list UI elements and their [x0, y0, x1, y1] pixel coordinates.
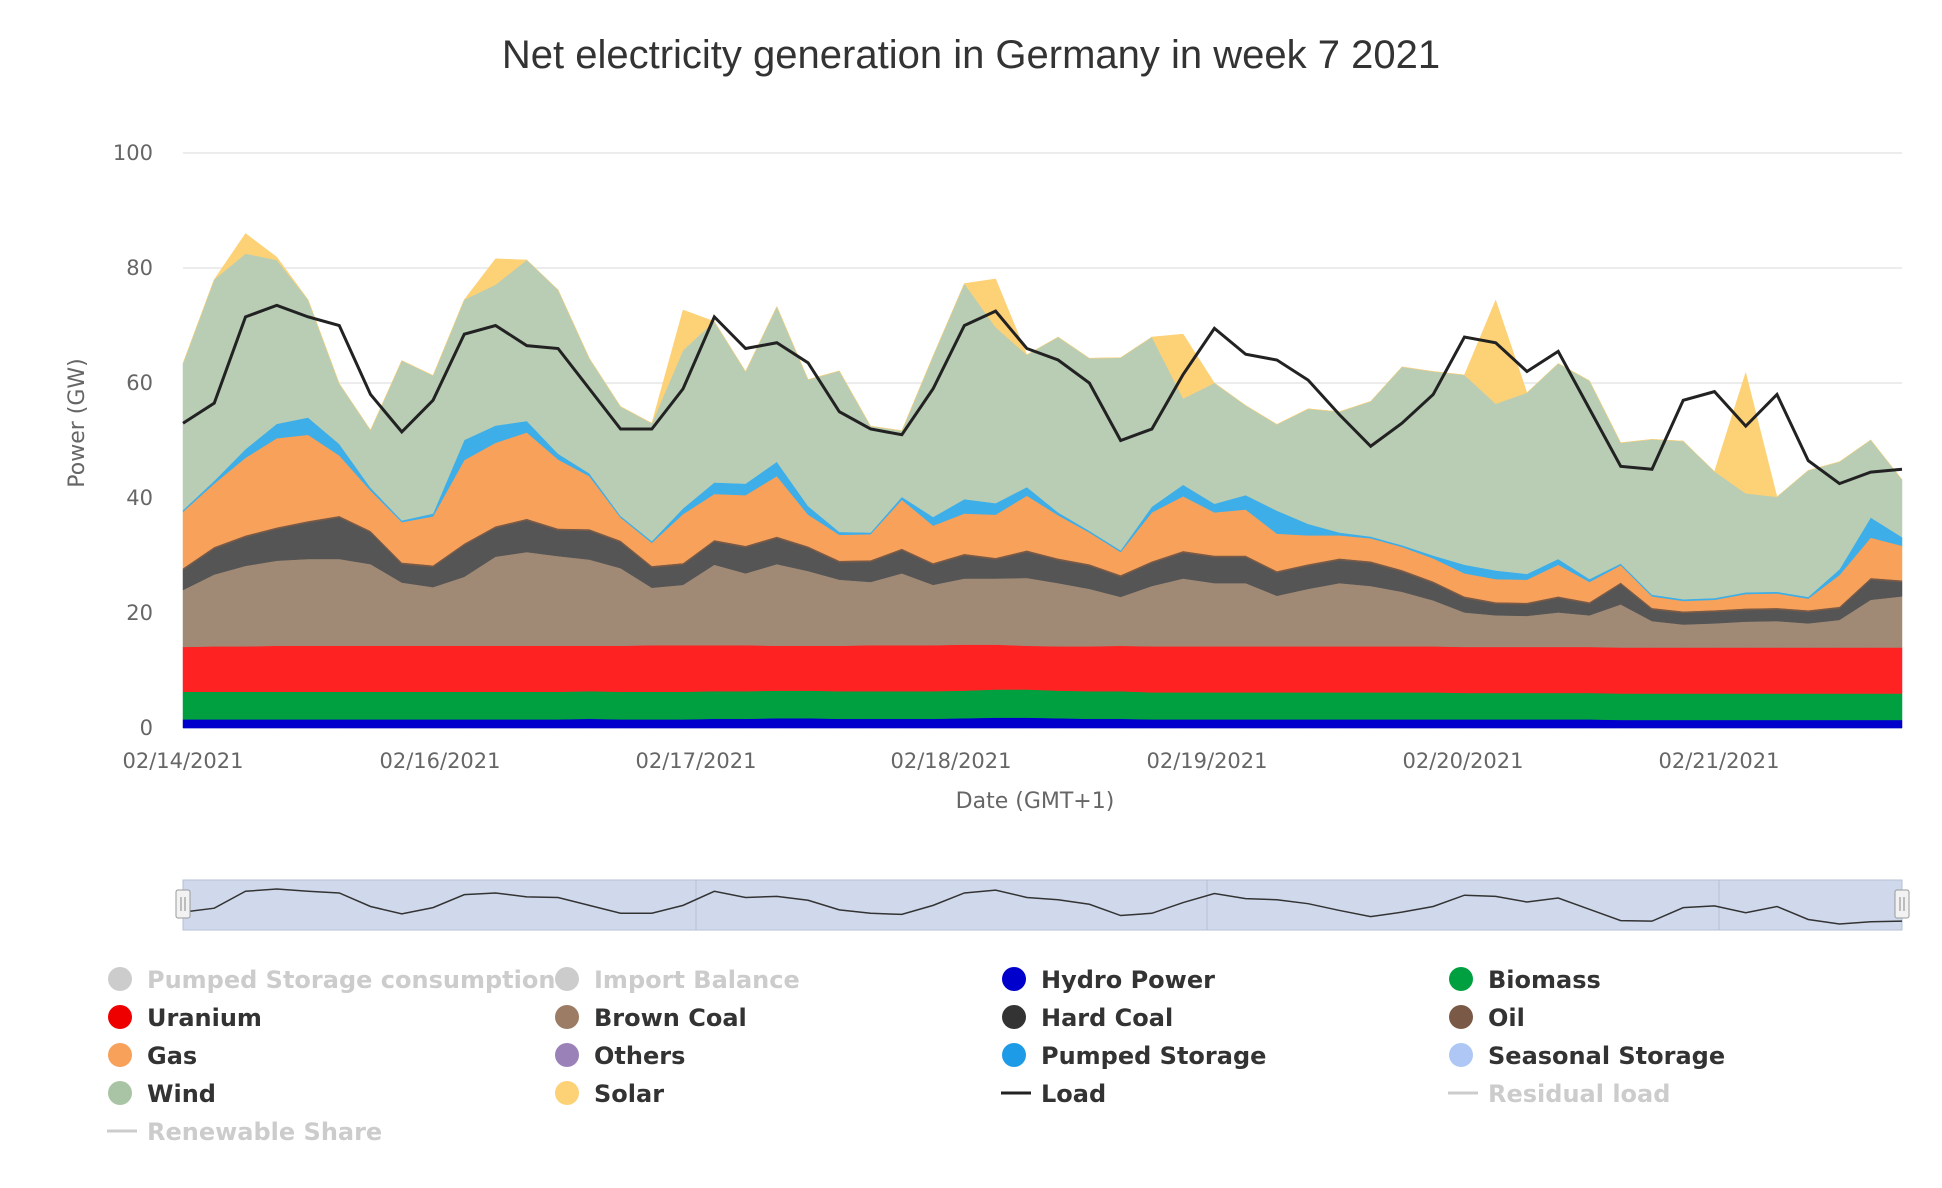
legend-label: Gas — [147, 1042, 197, 1070]
legend-label: Wind — [147, 1080, 216, 1108]
legend-label: Oil — [1488, 1004, 1525, 1032]
legend-item-solar[interactable]: Solar — [555, 1080, 664, 1108]
legend-label: Import Balance — [594, 966, 800, 994]
legend-marker — [108, 1043, 132, 1067]
legend-item-oil[interactable]: Oil — [1449, 1004, 1525, 1032]
legend-item-uranium[interactable]: Uranium — [108, 1004, 262, 1032]
navigator-load-line — [182, 888, 1903, 925]
legend-label: Solar — [594, 1080, 664, 1108]
legend-marker — [108, 1005, 132, 1029]
legend-item-others[interactable]: Others — [555, 1042, 685, 1070]
legend-marker — [1449, 1043, 1473, 1067]
x-axis-ticks: 02/14/2021 02/16/2021 02/17/2021 02/18/2021… — [122, 749, 1779, 773]
legend-item-seasonal-storage[interactable]: Seasonal Storage — [1449, 1042, 1725, 1070]
navigator-handle-right[interactable] — [1894, 889, 1910, 919]
navigator-ticks — [695, 880, 1720, 930]
legend-marker — [555, 967, 579, 991]
y-tick-label: 80 — [126, 256, 153, 280]
legend-item-hydro-power[interactable]: Hydro Power — [1002, 966, 1215, 994]
y-tick-label: 100 — [113, 141, 153, 165]
x-tick-label: 02/21/2021 — [1658, 749, 1779, 773]
legend: Pumped Storage consumption Import Balance… — [107, 966, 1725, 1146]
navigator-handle-left[interactable] — [175, 889, 191, 919]
y-axis-ticks: 0 20 40 60 80 100 — [113, 141, 153, 740]
legend-marker — [1002, 1005, 1026, 1029]
legend-marker — [555, 1043, 579, 1067]
legend-label: Biomass — [1488, 966, 1601, 994]
legend-item-load[interactable]: Load — [1001, 1080, 1106, 1108]
legend-marker — [108, 967, 132, 991]
legend-item-hard-coal[interactable]: Hard Coal — [1002, 1004, 1173, 1032]
y-tick-label: 60 — [126, 371, 153, 395]
legend-marker — [555, 1081, 579, 1105]
legend-item-renewable-share[interactable]: Renewable Share — [107, 1118, 382, 1146]
x-axis-title: Date (GMT+1) — [956, 789, 1115, 814]
legend-marker — [1449, 1005, 1473, 1029]
legend-label: Brown Coal — [594, 1004, 747, 1032]
legend-item-wind[interactable]: Wind — [108, 1080, 216, 1108]
stacked-areas — [182, 233, 1903, 729]
x-tick-label: 02/16/2021 — [379, 749, 500, 773]
series-solar-area — [182, 233, 1903, 498]
y-tick-label: 20 — [126, 601, 153, 625]
legend-label: Renewable Share — [147, 1118, 382, 1146]
x-tick-label: 02/20/2021 — [1402, 749, 1523, 773]
legend-item-pumped-storage[interactable]: Pumped Storage — [1002, 1042, 1266, 1070]
legend-item-residual-load[interactable]: Residual load — [1448, 1080, 1670, 1108]
legend-label: Hydro Power — [1041, 966, 1215, 994]
x-tick-label: 02/18/2021 — [890, 749, 1011, 773]
navigator-mask — [182, 879, 1903, 931]
legend-label: Hard Coal — [1041, 1004, 1173, 1032]
range-navigator[interactable] — [175, 879, 1910, 931]
legend-label: Seasonal Storage — [1488, 1042, 1725, 1070]
legend-label: Residual load — [1488, 1080, 1670, 1108]
legend-label: Pumped Storage — [1041, 1042, 1266, 1070]
legend-item-brown-coal[interactable]: Brown Coal — [555, 1004, 747, 1032]
x-tick-label: 02/19/2021 — [1146, 749, 1267, 773]
y-tick-label: 0 — [140, 716, 153, 740]
legend-marker — [1449, 967, 1473, 991]
series-uranium-area — [182, 644, 1903, 694]
legend-item-import-balance[interactable]: Import Balance — [555, 966, 800, 994]
y-axis-title: Power (GW) — [65, 358, 90, 487]
series-biomass-area — [182, 689, 1903, 721]
y-tick-label: 40 — [126, 486, 153, 510]
x-tick-label: 02/14/2021 — [122, 749, 243, 773]
chart-title: Net electricity generation in Germany in… — [502, 33, 1440, 77]
legend-marker — [1002, 1043, 1026, 1067]
series-load-line — [182, 303, 1903, 486]
legend-label: Load — [1041, 1080, 1106, 1108]
legend-item-biomass[interactable]: Biomass — [1449, 966, 1601, 994]
legend-marker — [1002, 967, 1026, 991]
legend-item-pumped-storage-consumption[interactable]: Pumped Storage consumption — [108, 966, 555, 994]
x-tick-label: 02/17/2021 — [635, 749, 756, 773]
legend-label: Pumped Storage consumption — [147, 966, 555, 994]
legend-label: Uranium — [147, 1004, 262, 1032]
legend-label: Others — [594, 1042, 685, 1070]
legend-item-gas[interactable]: Gas — [108, 1042, 197, 1070]
legend-marker — [108, 1081, 132, 1105]
legend-marker — [555, 1005, 579, 1029]
